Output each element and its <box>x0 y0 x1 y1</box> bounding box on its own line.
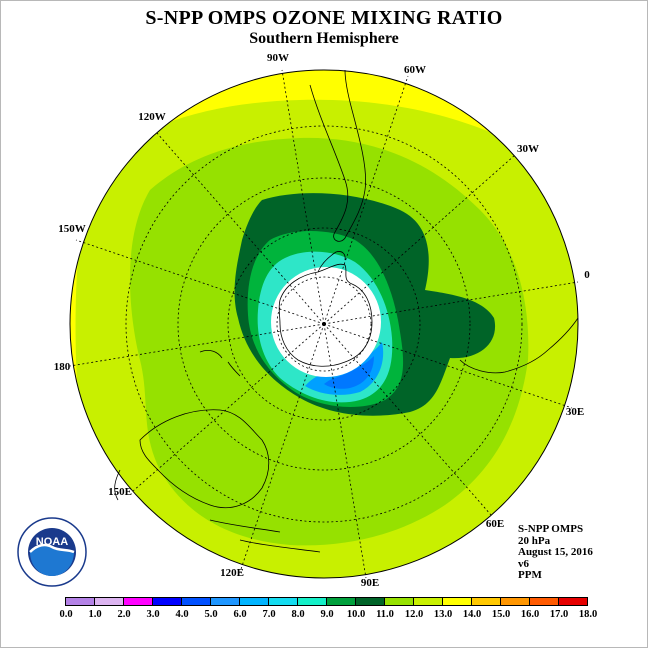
colorbar-label: 1.0 <box>88 609 102 620</box>
colorbar-swatch <box>297 597 327 606</box>
colorbar-swatch <box>268 597 298 606</box>
colorbar-swatch <box>558 597 588 606</box>
colorbar-label: 2.0 <box>117 609 131 620</box>
colorbar-swatch <box>355 597 385 606</box>
product-info: S-NPP OMPS 20 hPa August 15, 2016 v6 PPM <box>518 523 593 582</box>
colorbar-label: 8.0 <box>291 609 305 620</box>
colorbar-swatch <box>471 597 501 606</box>
africa-coastline <box>459 317 579 374</box>
indonesia-coastline <box>114 469 321 553</box>
colorbar-swatch <box>181 597 211 606</box>
colorbar-label: 5.0 <box>204 609 218 620</box>
info-product: S-NPP OMPS <box>518 523 584 535</box>
colorbar-label: 18.0 <box>578 609 598 620</box>
colorbar-swatch <box>239 597 269 606</box>
colorbar-label: 3.0 <box>146 609 160 620</box>
colorbar-label: 10.0 <box>346 609 366 620</box>
info-version: v6 <box>518 557 529 570</box>
lon-label: 150E <box>108 486 132 498</box>
lon-label: 90E <box>361 577 379 589</box>
colorbar-swatch <box>384 597 414 606</box>
noaa-logo: NOAA <box>17 517 87 587</box>
colorbar-label: 16.0 <box>520 609 540 620</box>
colorbar-swatch <box>326 597 356 606</box>
lon-label: 60E <box>486 518 504 530</box>
map-boundary <box>69 69 579 579</box>
coastlines <box>114 69 579 553</box>
lon-label: 60W <box>404 64 426 76</box>
polar-data-gap <box>271 267 381 377</box>
colorbar-label: 11.0 <box>376 609 394 620</box>
colorbar-swatch <box>529 597 559 606</box>
lon-label: 30W <box>517 143 539 155</box>
lon-label: 120E <box>220 567 244 579</box>
colorbar-swatch <box>500 597 530 606</box>
new-zealand-coastline <box>199 350 241 377</box>
colorbar-swatch <box>413 597 443 606</box>
map-title: S-NPP OMPS OZONE MIXING RATIO <box>145 7 503 29</box>
longitude-labels: 90W 60W 30W 0 30E 60E 90E 120E 150E 180 … <box>54 52 591 589</box>
info-level: 20 hPa <box>518 534 551 547</box>
colorbar-label: 13.0 <box>433 609 453 620</box>
lon-label: 0 <box>584 269 590 281</box>
lon-label: 150W <box>58 223 86 235</box>
south-america-coastline <box>309 69 366 242</box>
colorbar-swatch <box>123 597 153 606</box>
colorbar-label: 6.0 <box>233 609 247 620</box>
australia-coastline <box>139 409 270 509</box>
contour-4-5 <box>324 356 374 389</box>
lon-label: 180 <box>54 361 71 373</box>
colorbar-swatch <box>152 597 182 606</box>
colorbar-swatch <box>442 597 472 606</box>
colorbar-label: 9.0 <box>320 609 334 620</box>
lon-label: 90W <box>267 52 289 64</box>
south-pole-marker <box>322 322 326 326</box>
info-units: PPM <box>518 569 542 581</box>
antarctica-coastline <box>278 263 373 367</box>
antarctic-peninsula <box>317 251 346 273</box>
colorbar-label: 14.0 <box>462 609 482 620</box>
colorbar-swatch <box>65 597 95 606</box>
lon-label: 30E <box>566 406 584 418</box>
colorbar-label: 0.0 <box>59 609 73 620</box>
colorbar-swatch <box>210 597 240 606</box>
colorbar-labels: 0.0 1.0 2.0 3.0 4.0 5.0 6.0 7.0 8.0 9.0 10.0 11.0 12… <box>0 609 648 623</box>
colorbar-swatch <box>94 597 124 606</box>
colorbar-label: 7.0 <box>262 609 276 620</box>
colorbar-label: 15.0 <box>491 609 511 620</box>
colorbar <box>65 597 588 606</box>
lon-label: 120W <box>138 111 166 123</box>
noaa-logo-text: NOAA <box>36 536 68 548</box>
info-date: August 15, 2016 <box>518 546 593 558</box>
colorbar-label: 4.0 <box>175 609 189 620</box>
map-subtitle: Southern Hemisphere <box>249 30 399 47</box>
colorbar-label: 12.0 <box>404 609 424 620</box>
colorbar-label: 17.0 <box>549 609 569 620</box>
